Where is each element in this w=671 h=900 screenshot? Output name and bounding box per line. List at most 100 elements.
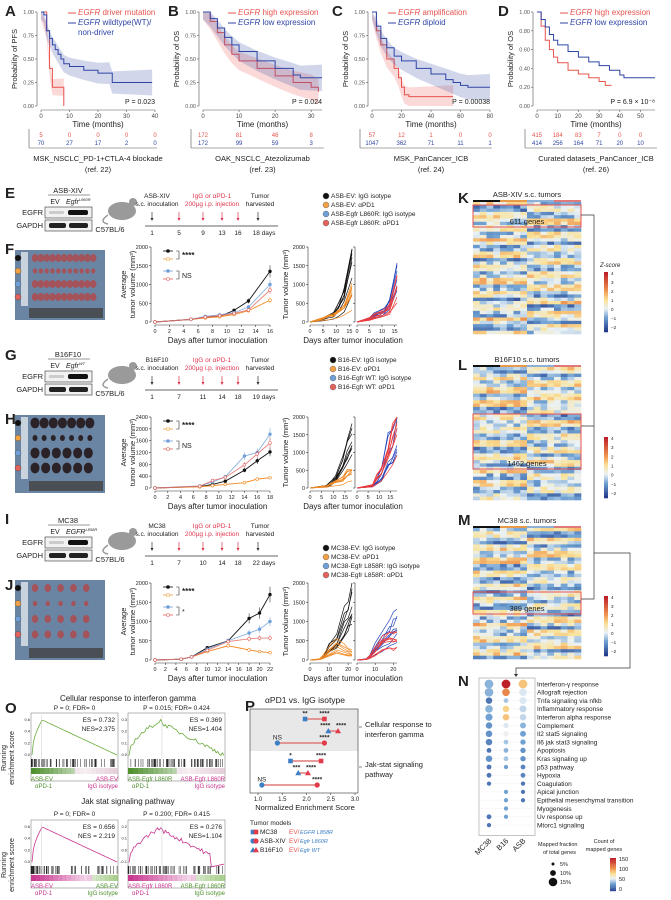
heatmap-cell [486,367,494,371]
tumor [39,417,49,429]
heatmap-cell [527,241,535,246]
tumor [60,293,68,301]
heatmap-cell [567,564,575,568]
heatmap-cell [479,649,487,653]
heatmap-cell [567,248,575,252]
heatmap-cell [513,330,521,335]
heatmap-cell [547,544,555,548]
colorbar-tick: 2 [611,613,614,618]
heatmap-cell [540,573,548,578]
heatmap-cell [560,476,568,481]
heatmap-cell [479,376,487,381]
heatmap-cell [540,396,548,401]
heatmap-cell [547,483,555,487]
heatmap-cell [520,268,528,272]
heatmap-cell [486,626,494,630]
x-axis-label: Days after tumor inoculation [168,502,268,511]
heatmap-cell [479,645,487,650]
heatmap-cell [547,238,555,242]
gsea-stats: P = 0.015; FDR= 0.424 [143,705,210,712]
heatmap-cell [560,593,568,598]
heatmap-cell [473,541,481,545]
tumor [89,293,97,301]
x-tick-label: 20 [575,114,582,120]
heatmap-cell [513,324,521,328]
heatmap-cell [479,297,487,302]
heatmap-cell [554,406,562,411]
legend-entry: EGFR driver mutation [78,8,155,17]
heatmap-cell [486,396,494,401]
heatmap-cell [574,577,582,581]
legend-entry: ASB-EV: IgG isotype [331,193,391,200]
heatmap-cell [479,228,487,232]
heatmap-cell [567,456,575,461]
colorbar-tick: 0 [611,631,614,636]
heatmap-cell [574,327,582,331]
heatmap-cell [493,320,501,325]
heatmap-cell [479,211,487,216]
plot-title: αPD1 vs. IgG isotype [265,695,345,705]
mouse-icon [108,532,136,550]
legend-entry: EGFR diploid [398,18,446,27]
legend-entry: B16-Egfr WT: αPD1 [338,384,395,391]
heatmap-cell [473,380,481,384]
heatmap-cell [560,619,568,624]
heatmap-cell [533,486,541,491]
heatmap-cell [540,629,548,634]
heatmap-cell [560,496,568,501]
heatmap-cell [574,476,582,481]
sig-bracket [176,420,180,430]
timeline-treatment: IgG or αPD-1 [193,193,232,200]
arrowhead [236,218,240,221]
heatmap-cell [527,390,535,394]
heatmap-cell [500,235,508,239]
heatmap-cell [527,221,535,226]
heatmap-cell [533,560,541,565]
y-axis-label: Probability of OS [341,31,350,87]
heatmap-cell [486,416,494,421]
data-point [205,648,209,653]
heatmap-cell [574,436,582,441]
heatmap-cell [574,639,582,643]
heatmap-cell [560,554,568,558]
heatmap-cell [574,241,582,246]
heatmap-cell [520,473,528,478]
heatmap-cell [520,645,528,650]
heatmap-cell [527,208,535,213]
blot-label: EGFR [22,538,43,547]
x-tick-label: 12 [238,329,244,335]
y-tick-label: 0.00 [354,104,365,110]
heatmap-cell [486,570,494,575]
heatmap-cell [540,580,548,584]
heatmap-cell [500,251,508,256]
heatmap-cell [493,473,501,478]
y-tick-label: 500 [139,639,148,645]
heatmap-cell [540,541,548,545]
heatmap-cell [486,577,494,581]
heatmap-cell [554,393,562,398]
heatmap-cell [554,528,562,532]
heatmap-cell [547,406,555,411]
heatmap-cell [506,531,514,535]
heatmap-cell [520,228,528,232]
heatmap-cell [473,261,481,265]
y-tick-label: 0.25 [354,81,365,87]
colorbar-segment [604,437,608,440]
x-tick-label: 10 [224,329,230,335]
heatmap-cell [574,430,582,434]
timeline-day: 7 [177,394,181,401]
rank-gradient [132,768,138,774]
heatmap-cell [513,460,521,464]
heatmap-cell [473,652,481,657]
heatmap-cell [560,560,568,565]
tumor [69,435,75,441]
heatmap-cell [513,281,521,285]
heatmap-cell [506,376,514,381]
heatmap-cell [567,649,575,653]
blot-box [44,219,93,232]
rank-gradient [205,768,211,774]
x-axis-label: Days after tumor inoculation [168,674,268,683]
heatmap-cell [527,480,535,484]
rank-gradient [57,768,62,774]
